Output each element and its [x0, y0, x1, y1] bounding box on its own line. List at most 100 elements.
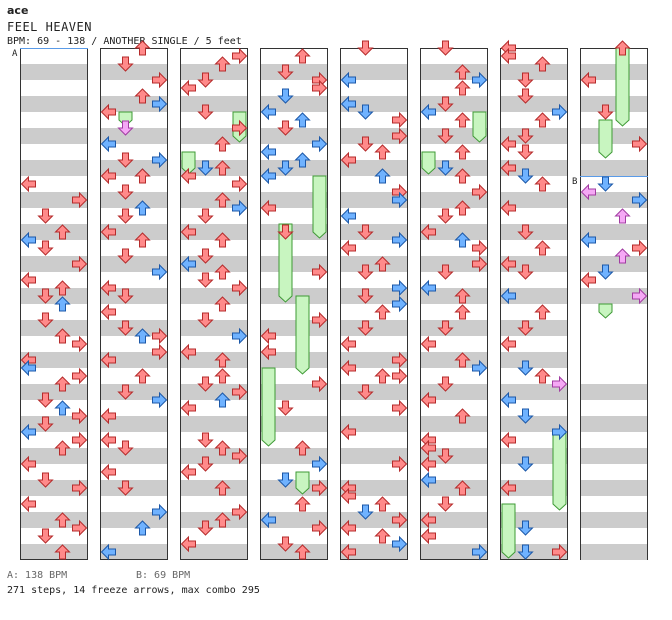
down-arrow-icon — [437, 128, 454, 144]
left-arrow-icon — [260, 167, 276, 185]
beat-stripe — [500, 384, 568, 400]
beat-stripe — [100, 224, 168, 240]
beat-stripe — [420, 320, 488, 336]
beat-stripe — [500, 512, 568, 528]
beat-stripe — [580, 192, 648, 208]
right-arrow-icon — [392, 111, 408, 129]
beat-stripe — [100, 96, 168, 112]
up-arrow-icon — [374, 368, 391, 384]
beat-stripe — [500, 128, 568, 144]
beat-stripe — [500, 80, 568, 96]
up-arrow-icon — [214, 56, 231, 72]
left-arrow-icon — [420, 391, 436, 409]
beat-stripe — [180, 432, 248, 448]
beat-stripe — [20, 464, 88, 480]
freeze-arrow — [598, 119, 613, 159]
freeze-arrow — [312, 175, 327, 239]
beat-stripe — [20, 128, 88, 144]
up-arrow-icon — [454, 112, 471, 128]
left-arrow-icon — [180, 463, 196, 481]
beat-stripe — [420, 448, 488, 464]
beat-stripe — [20, 160, 88, 176]
freeze-arrow — [501, 503, 516, 559]
beat-stripe — [20, 336, 88, 352]
down-arrow-icon — [37, 528, 54, 544]
beat-stripe — [260, 80, 328, 96]
beat-stripe — [260, 528, 328, 544]
beat-stripe — [100, 48, 168, 64]
right-arrow-icon — [232, 47, 248, 65]
song-title: FEEL HEAVEN — [7, 20, 92, 34]
beat-stripe — [180, 224, 248, 240]
beat-stripe — [260, 352, 328, 368]
left-arrow-icon — [180, 223, 196, 241]
beat-stripe — [180, 64, 248, 80]
left-arrow-icon — [340, 207, 356, 225]
left-arrow-icon — [500, 287, 516, 305]
beat-stripe — [340, 416, 408, 432]
beat-stripe — [340, 448, 408, 464]
beat-stripe — [420, 544, 488, 560]
chart-stats: 271 steps, 14 freeze arrows, max combo 2… — [7, 585, 260, 596]
down-arrow-icon — [117, 320, 134, 336]
down-arrow-icon — [37, 208, 54, 224]
right-arrow-icon — [392, 399, 408, 417]
down-arrow-icon — [437, 208, 454, 224]
right-arrow-icon — [312, 311, 328, 329]
right-arrow-icon — [552, 103, 568, 121]
left-arrow-icon — [180, 399, 196, 417]
beat-stripe — [340, 112, 408, 128]
up-arrow-icon — [374, 496, 391, 512]
left-arrow-icon — [420, 335, 436, 353]
beat-stripe — [20, 256, 88, 272]
down-arrow-icon — [517, 128, 534, 144]
beat-stripe — [260, 512, 328, 528]
right-arrow-icon — [152, 503, 168, 521]
down-arrow-icon — [277, 88, 294, 104]
beat-stripe — [180, 368, 248, 384]
beat-stripe — [20, 400, 88, 416]
beat-stripe — [20, 96, 88, 112]
up-arrow-icon — [614, 248, 631, 264]
beat-stripe — [180, 448, 248, 464]
beat-stripe — [340, 80, 408, 96]
beat-stripe — [20, 432, 88, 448]
left-arrow-icon — [340, 95, 356, 113]
right-arrow-icon — [632, 191, 648, 209]
right-arrow-icon — [72, 407, 88, 425]
beat-stripe — [180, 48, 248, 64]
beat-stripe — [340, 400, 408, 416]
left-arrow-icon — [180, 535, 196, 553]
down-arrow-icon — [117, 288, 134, 304]
down-arrow-icon — [277, 64, 294, 80]
up-arrow-icon — [214, 392, 231, 408]
right-arrow-icon — [152, 151, 168, 169]
beat-stripe — [340, 480, 408, 496]
down-arrow-icon — [437, 264, 454, 280]
beat-stripe — [260, 160, 328, 176]
beat-stripe — [340, 512, 408, 528]
down-arrow-icon — [117, 152, 134, 168]
down-arrow-icon — [357, 320, 374, 336]
down-arrow-icon — [517, 168, 534, 184]
beat-stripe — [340, 192, 408, 208]
right-arrow-icon — [312, 375, 328, 393]
right-arrow-icon — [472, 255, 488, 273]
right-arrow-icon — [72, 255, 88, 273]
beat-stripe — [100, 176, 168, 192]
up-arrow-icon — [374, 144, 391, 160]
beat-stripe — [260, 224, 328, 240]
beat-stripe — [260, 256, 328, 272]
beat-stripe — [20, 384, 88, 400]
up-arrow-icon — [374, 528, 391, 544]
left-arrow-icon — [580, 183, 596, 201]
up-arrow-icon — [54, 544, 71, 560]
beat-stripe — [340, 464, 408, 480]
left-arrow-icon — [260, 199, 276, 217]
right-arrow-icon — [72, 191, 88, 209]
beat-stripe — [500, 176, 568, 192]
beat-stripe — [180, 256, 248, 272]
beat-stripe — [20, 368, 88, 384]
down-arrow-icon — [517, 520, 534, 536]
beat-stripe — [260, 432, 328, 448]
